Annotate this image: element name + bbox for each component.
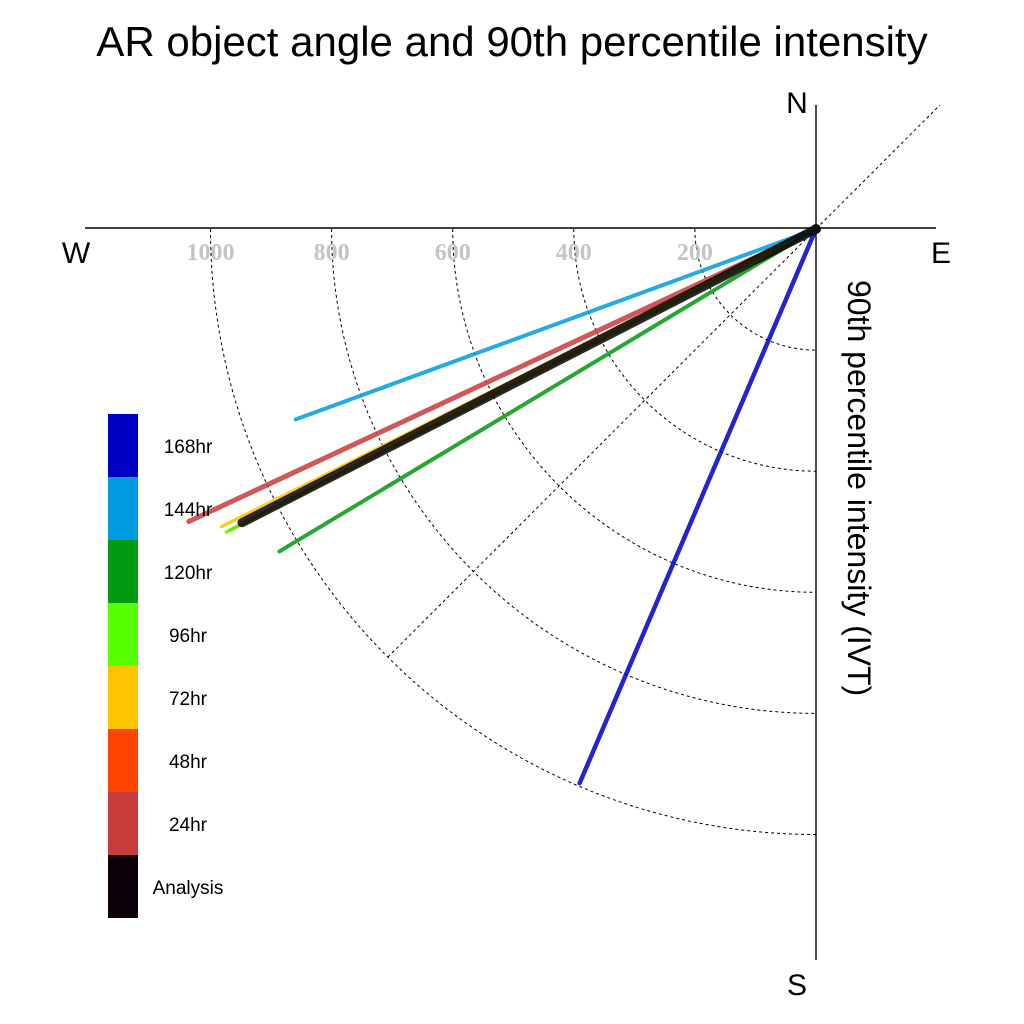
gridline-ring [210,228,817,835]
tick-label: 600 [435,240,471,266]
chart-title: AR object angle and 90th percentile inte… [96,18,927,65]
origin-point [811,224,821,234]
legend-swatch [108,855,138,918]
legend-swatch [108,666,138,729]
radial-tick-labels: 200 400 600 800 1000 [187,240,713,266]
legend-label: 168hr [164,437,213,458]
series-lines [186,224,821,786]
gridline-ring [452,228,817,593]
series-line-120hr [277,227,818,554]
legend-label: 120hr [164,563,213,584]
gridline-ring [694,228,817,351]
south-label: S [787,969,807,1002]
gridline-ring [331,228,817,714]
legend-label: 144hr [164,500,213,521]
radial-axis-label: 90th percentile intensity (IVT) [841,280,877,696]
east-label: E [931,237,951,270]
legend-swatch [108,414,138,477]
legend-label: Analysis [153,878,224,899]
legend-label: 24hr [169,815,208,836]
radial-gridlines [210,228,817,835]
series-line-168hr [577,226,819,786]
legend-swatch [108,477,138,540]
tick-label: 1000 [187,240,235,266]
tick-label: 800 [314,240,350,266]
legend-swatch [108,729,138,792]
legend-label: 72hr [169,689,208,710]
tick-label: 400 [556,240,592,266]
legend-swatch [108,792,138,855]
legend-swatch [108,603,138,666]
legend-label: 48hr [169,752,208,773]
series-line-analysis [237,224,821,528]
legend: 168hr 144hr 120hr 96hr 72hr 48hr 24hr Analysis [108,414,223,918]
gridline-ring [573,228,817,472]
north-label: N [786,87,808,120]
legend-label: 96hr [169,626,208,647]
series-line-144hr [293,227,818,422]
tick-label: 200 [677,240,713,266]
west-label: W [62,237,91,270]
diagonal-gridline [387,104,941,658]
legend-swatch [108,540,138,603]
